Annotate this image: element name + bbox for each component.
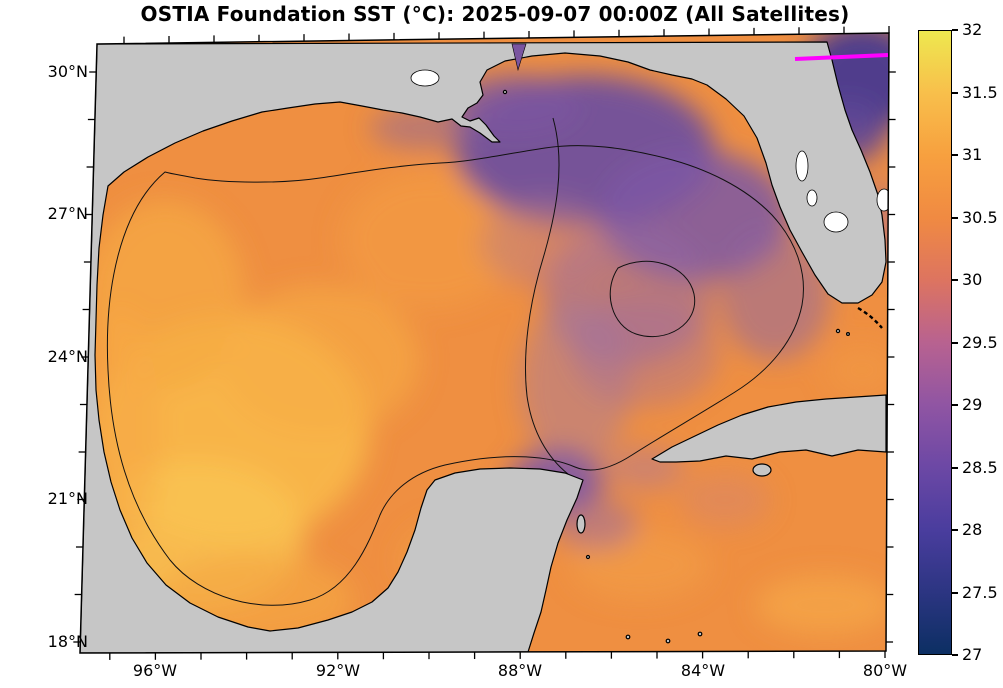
colorbar-tick-label: 31.5 — [962, 83, 998, 102]
colorbar-tick — [952, 466, 958, 469]
lat-tick-label: 27°N — [47, 204, 88, 223]
magenta-track — [794, 53, 889, 61]
colorbar-tick-label: 28 — [962, 520, 983, 539]
colorbar-tick-label: 28.5 — [962, 458, 998, 477]
colorbar-tick — [952, 91, 958, 94]
chart-title: OSTIA Foundation SST (°C): 2025-09-07 00… — [140, 2, 850, 26]
coastline — [80, 41, 887, 653]
colorbar-tick — [952, 341, 958, 344]
isla-juventud — [752, 463, 772, 477]
colorbar-tick-label: 31 — [962, 145, 983, 164]
colorbar-tick — [952, 404, 958, 406]
lat-tick-label: 30°N — [47, 62, 88, 81]
lat-tick-label: 21°N — [47, 489, 88, 508]
colorbar-tick — [952, 654, 958, 656]
colorbar-tick-label: 27 — [962, 645, 983, 664]
lon-tick-label: 84°W — [680, 661, 726, 680]
colorbar-tick — [952, 29, 958, 31]
colorbar-tick — [952, 216, 958, 219]
colorbar-tick-label: 30.5 — [962, 208, 998, 227]
lake-okeechobee — [823, 211, 849, 233]
colorbar-tick-label: 27.5 — [962, 583, 998, 602]
florida-keys — [857, 306, 883, 329]
cozumel-island — [576, 514, 586, 534]
mobile-bay — [511, 43, 527, 72]
colorbar-tick — [952, 591, 958, 594]
lon-tick-label: 88°W — [497, 661, 543, 680]
lon-tick-label: 96°W — [132, 661, 178, 680]
colorbar-tick-label: 29 — [962, 395, 983, 414]
colorbar-gradient — [918, 30, 952, 655]
colorbar-tick — [952, 529, 958, 531]
lat-tick-label: 18°N — [47, 632, 88, 651]
colorbar-tick — [952, 154, 958, 156]
map-frame — [79, 32, 890, 654]
lat-tick-label: 24°N — [47, 347, 88, 366]
lon-tick-label: 80°W — [862, 661, 908, 680]
colorbar-tick — [952, 279, 958, 281]
land-layer — [80, 41, 887, 653]
colorbar-tick-label: 29.5 — [962, 333, 998, 352]
contour-lines — [106, 117, 804, 606]
lon-tick-label: 92°W — [315, 661, 361, 680]
colorbar-tick-label: 32 — [962, 20, 983, 39]
colorbar-tick-label: 30 — [962, 270, 983, 289]
cuba — [651, 394, 887, 463]
tick-marks — [73, 25, 896, 660]
lake-pontchartrain — [410, 69, 440, 87]
